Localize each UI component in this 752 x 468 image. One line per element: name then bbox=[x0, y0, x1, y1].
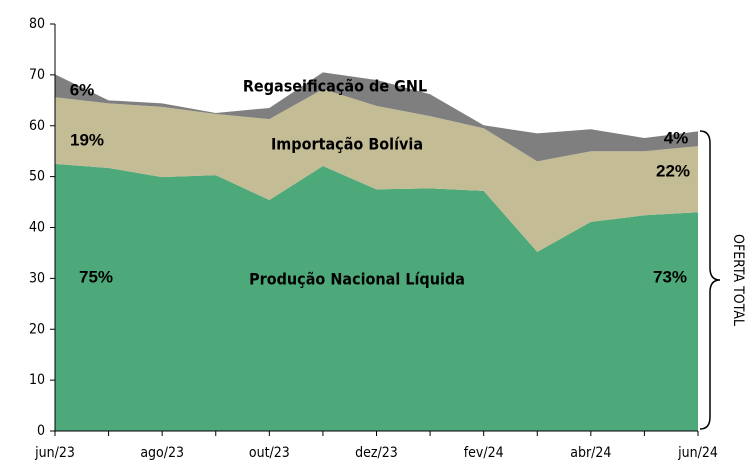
area bbox=[55, 89, 698, 252]
area bbox=[55, 163, 698, 431]
annotation: 22% bbox=[656, 161, 690, 180]
x-tick-label: ago/23 bbox=[140, 445, 184, 461]
y-tick-label: 50 bbox=[29, 169, 45, 185]
axis-note: OFERTA TOTAL bbox=[730, 234, 746, 326]
x-tick-label: abr/24 bbox=[570, 445, 611, 461]
series-label: Importação Bolívia bbox=[271, 135, 423, 154]
y-tick-label: 80 bbox=[29, 16, 45, 32]
annotation: 75% bbox=[79, 267, 113, 286]
y-tick-label: 40 bbox=[29, 220, 45, 236]
y-tick-label: 20 bbox=[29, 321, 45, 337]
brace bbox=[699, 130, 721, 430]
annotation: 19% bbox=[70, 130, 104, 149]
y-tick-label: 0 bbox=[37, 423, 45, 439]
y-tick-label: 70 bbox=[29, 67, 45, 83]
y-tick-label: 60 bbox=[29, 118, 45, 134]
series-label: Regaseificação de GNL bbox=[243, 77, 427, 96]
x-tick-label: jun/24 bbox=[677, 445, 718, 461]
y-tick-label: 30 bbox=[29, 270, 45, 286]
y-tick-label: 10 bbox=[29, 372, 45, 388]
annotation: 4% bbox=[664, 128, 689, 147]
annotation: 6% bbox=[70, 80, 95, 99]
x-tick-label: out/23 bbox=[249, 445, 290, 461]
annotation: 73% bbox=[653, 267, 687, 286]
series-label: Produção Nacional Líquida bbox=[249, 270, 465, 289]
x-tick-label: fev/24 bbox=[464, 445, 504, 461]
area bbox=[55, 72, 698, 162]
x-tick-label: dez/23 bbox=[355, 445, 398, 461]
x-tick-label: jun/23 bbox=[34, 445, 75, 461]
